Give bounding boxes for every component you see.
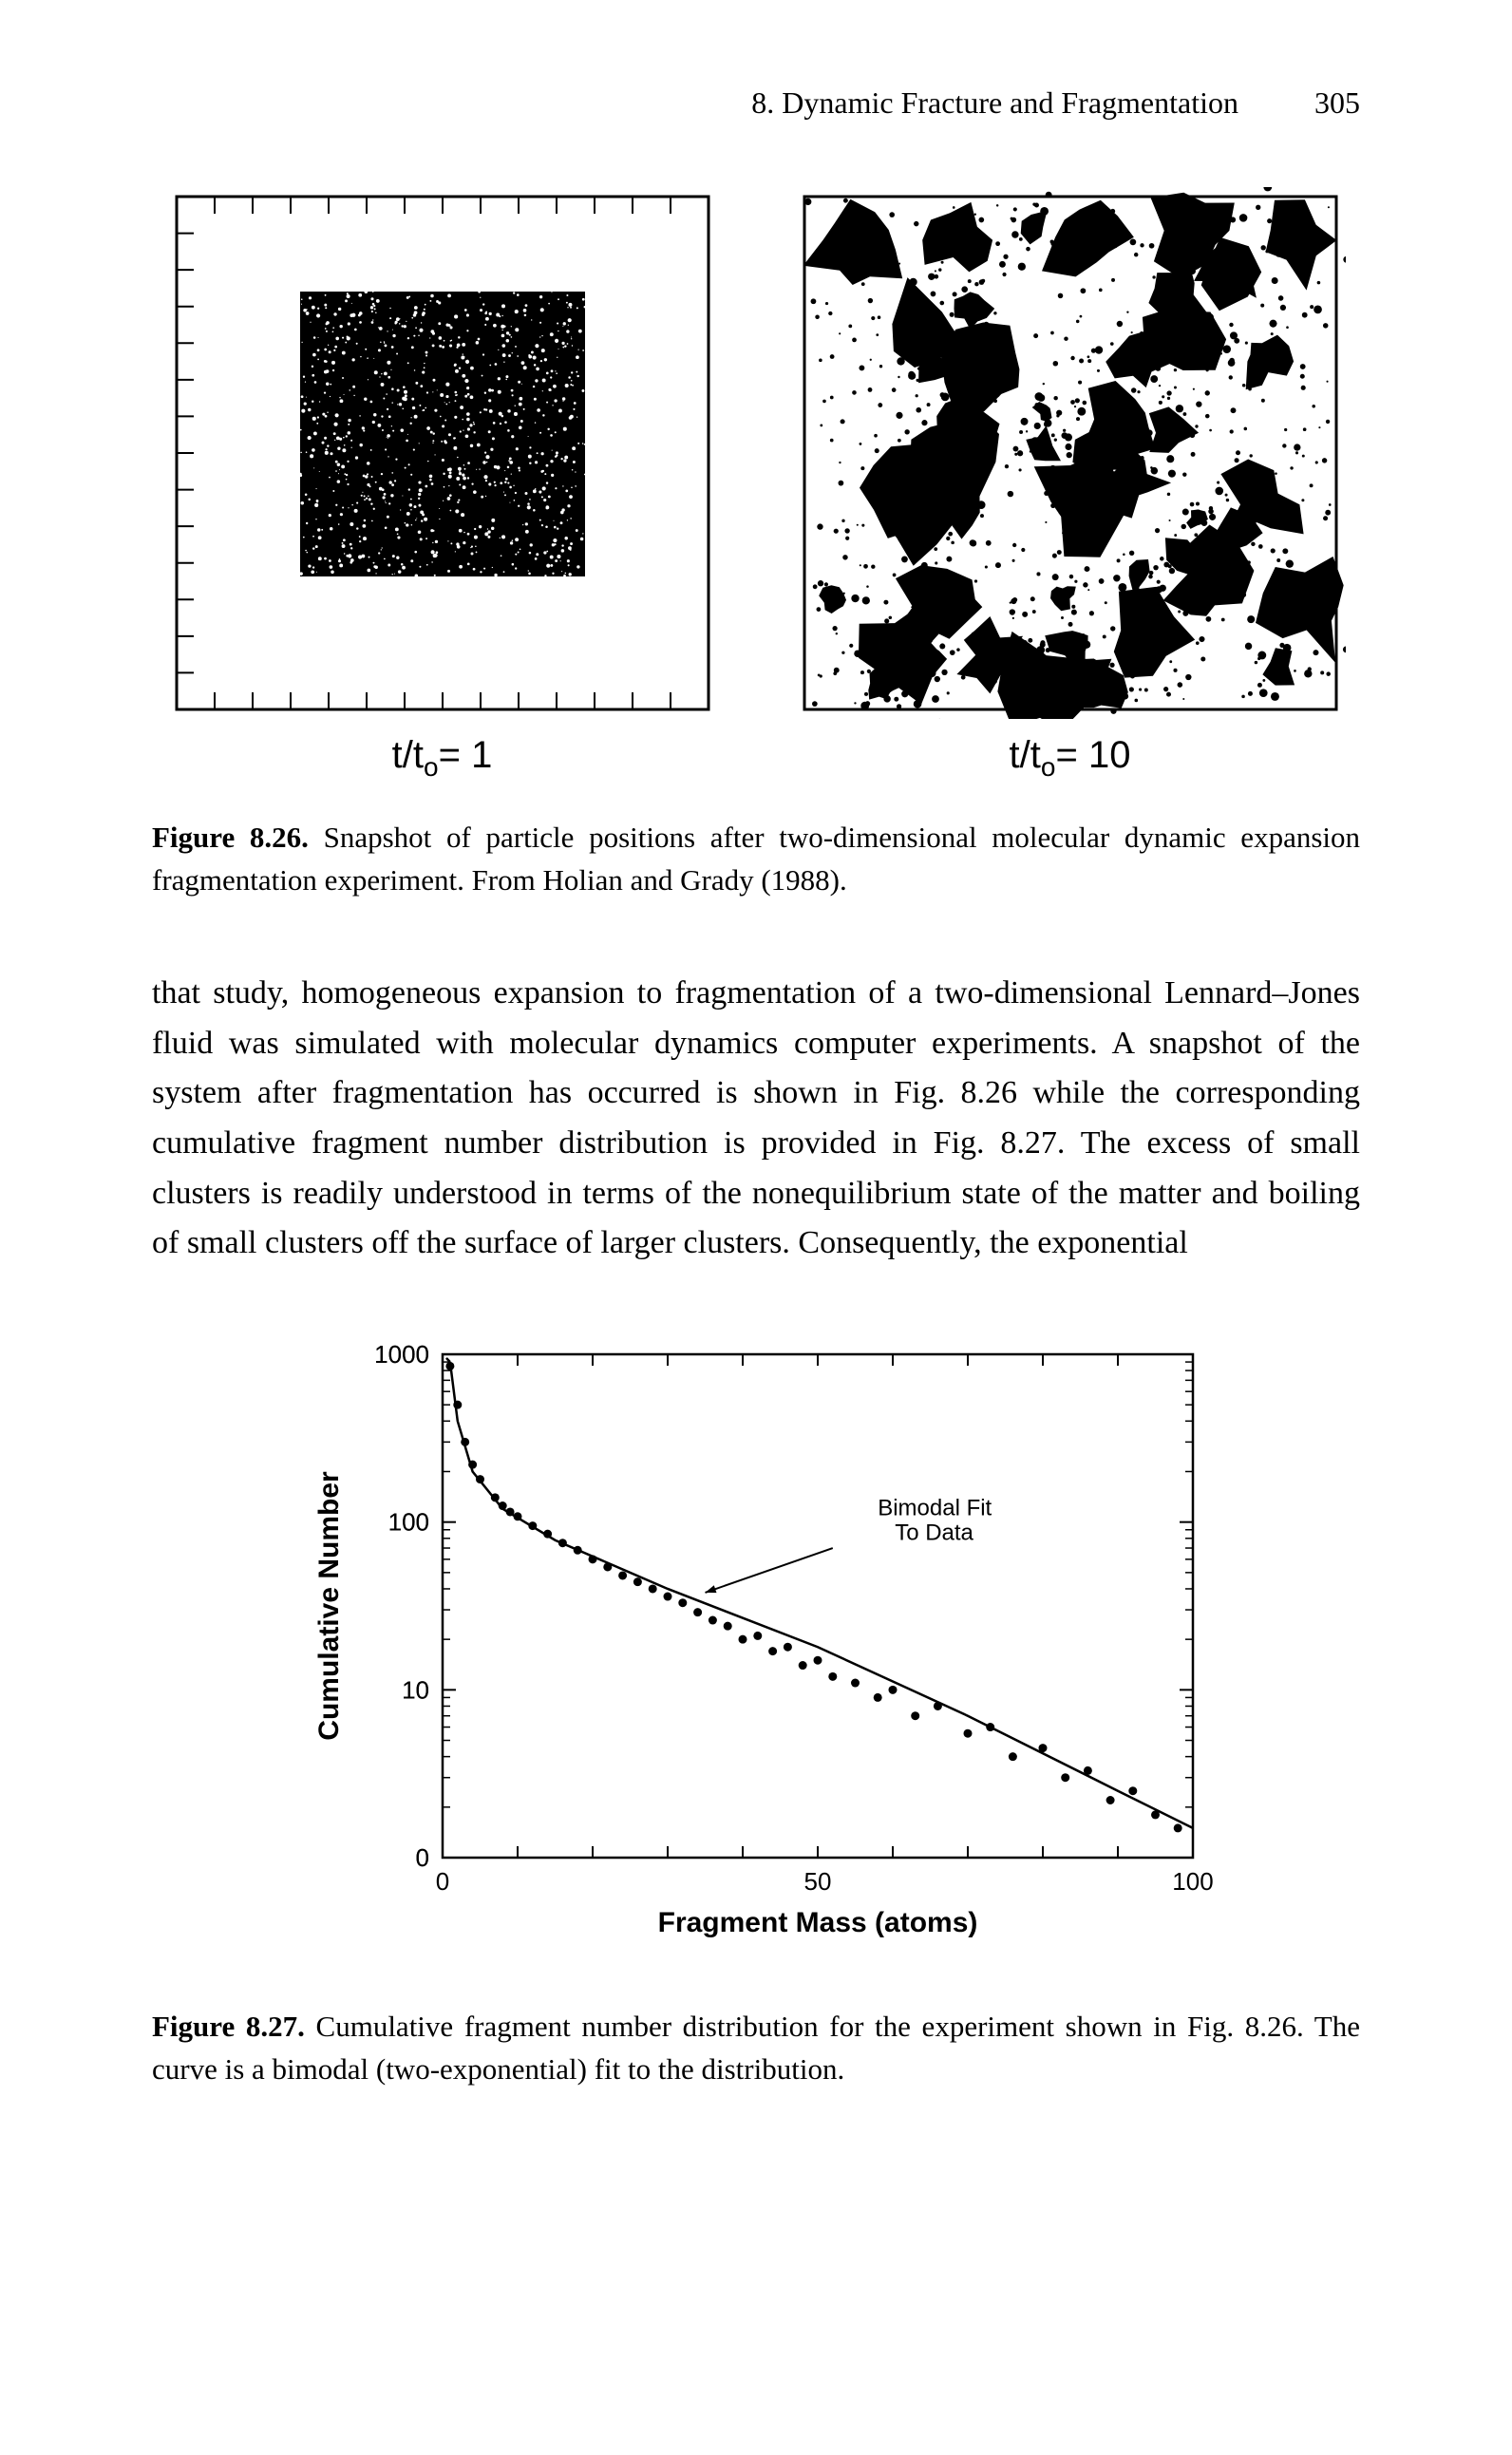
svg-text:Bimodal Fit: Bimodal Fit — [878, 1495, 992, 1520]
figure-826-left-label: t/to= 1 — [392, 734, 493, 783]
figure-826-right-panel: t/to= 10 — [780, 187, 1360, 783]
figure-826-caption: Figure 8.26. Snapshot of particle positi… — [152, 817, 1360, 902]
svg-text:100: 100 — [1172, 1867, 1213, 1896]
running-header: 8. Dynamic Fracture and Fragmentation 30… — [152, 85, 1360, 121]
snapshot-left-svg — [167, 187, 718, 719]
body-paragraph: that study, homogeneous expansion to fra… — [152, 969, 1360, 1269]
page: 8. Dynamic Fracture and Fragmentation 30… — [0, 0, 1512, 2205]
svg-text:100: 100 — [388, 1508, 429, 1537]
figure-826-right-label: t/to= 10 — [1010, 734, 1131, 783]
svg-text:1000: 1000 — [374, 1340, 429, 1369]
chart-827-svg: 05010001010010001000100100Bimodal FitTo … — [281, 1326, 1231, 1972]
svg-text:50: 50 — [804, 1867, 832, 1896]
figure-827-caption: Figure 8.27. Cumulative fragment number … — [152, 2006, 1360, 2091]
svg-text:Cumulative Number: Cumulative Number — [313, 1471, 345, 1741]
figure-826: t/to= 1 t/to= 10 — [152, 187, 1360, 783]
chapter-title: 8. Dynamic Fracture and Fragmentation — [751, 85, 1238, 121]
svg-text:To Data: To Data — [895, 1520, 973, 1545]
page-number: 305 — [1314, 85, 1360, 121]
svg-text:0: 0 — [436, 1867, 449, 1896]
figure-827: 05010001010010001000100100Bimodal FitTo … — [281, 1326, 1231, 1972]
snapshot-right-svg — [795, 187, 1346, 719]
figure-826-left-panel: t/to= 1 — [152, 187, 732, 783]
svg-text:0: 0 — [416, 1843, 429, 1872]
svg-text:10: 10 — [402, 1675, 429, 1704]
svg-text:Fragment Mass (atoms): Fragment Mass (atoms) — [658, 1907, 978, 1938]
